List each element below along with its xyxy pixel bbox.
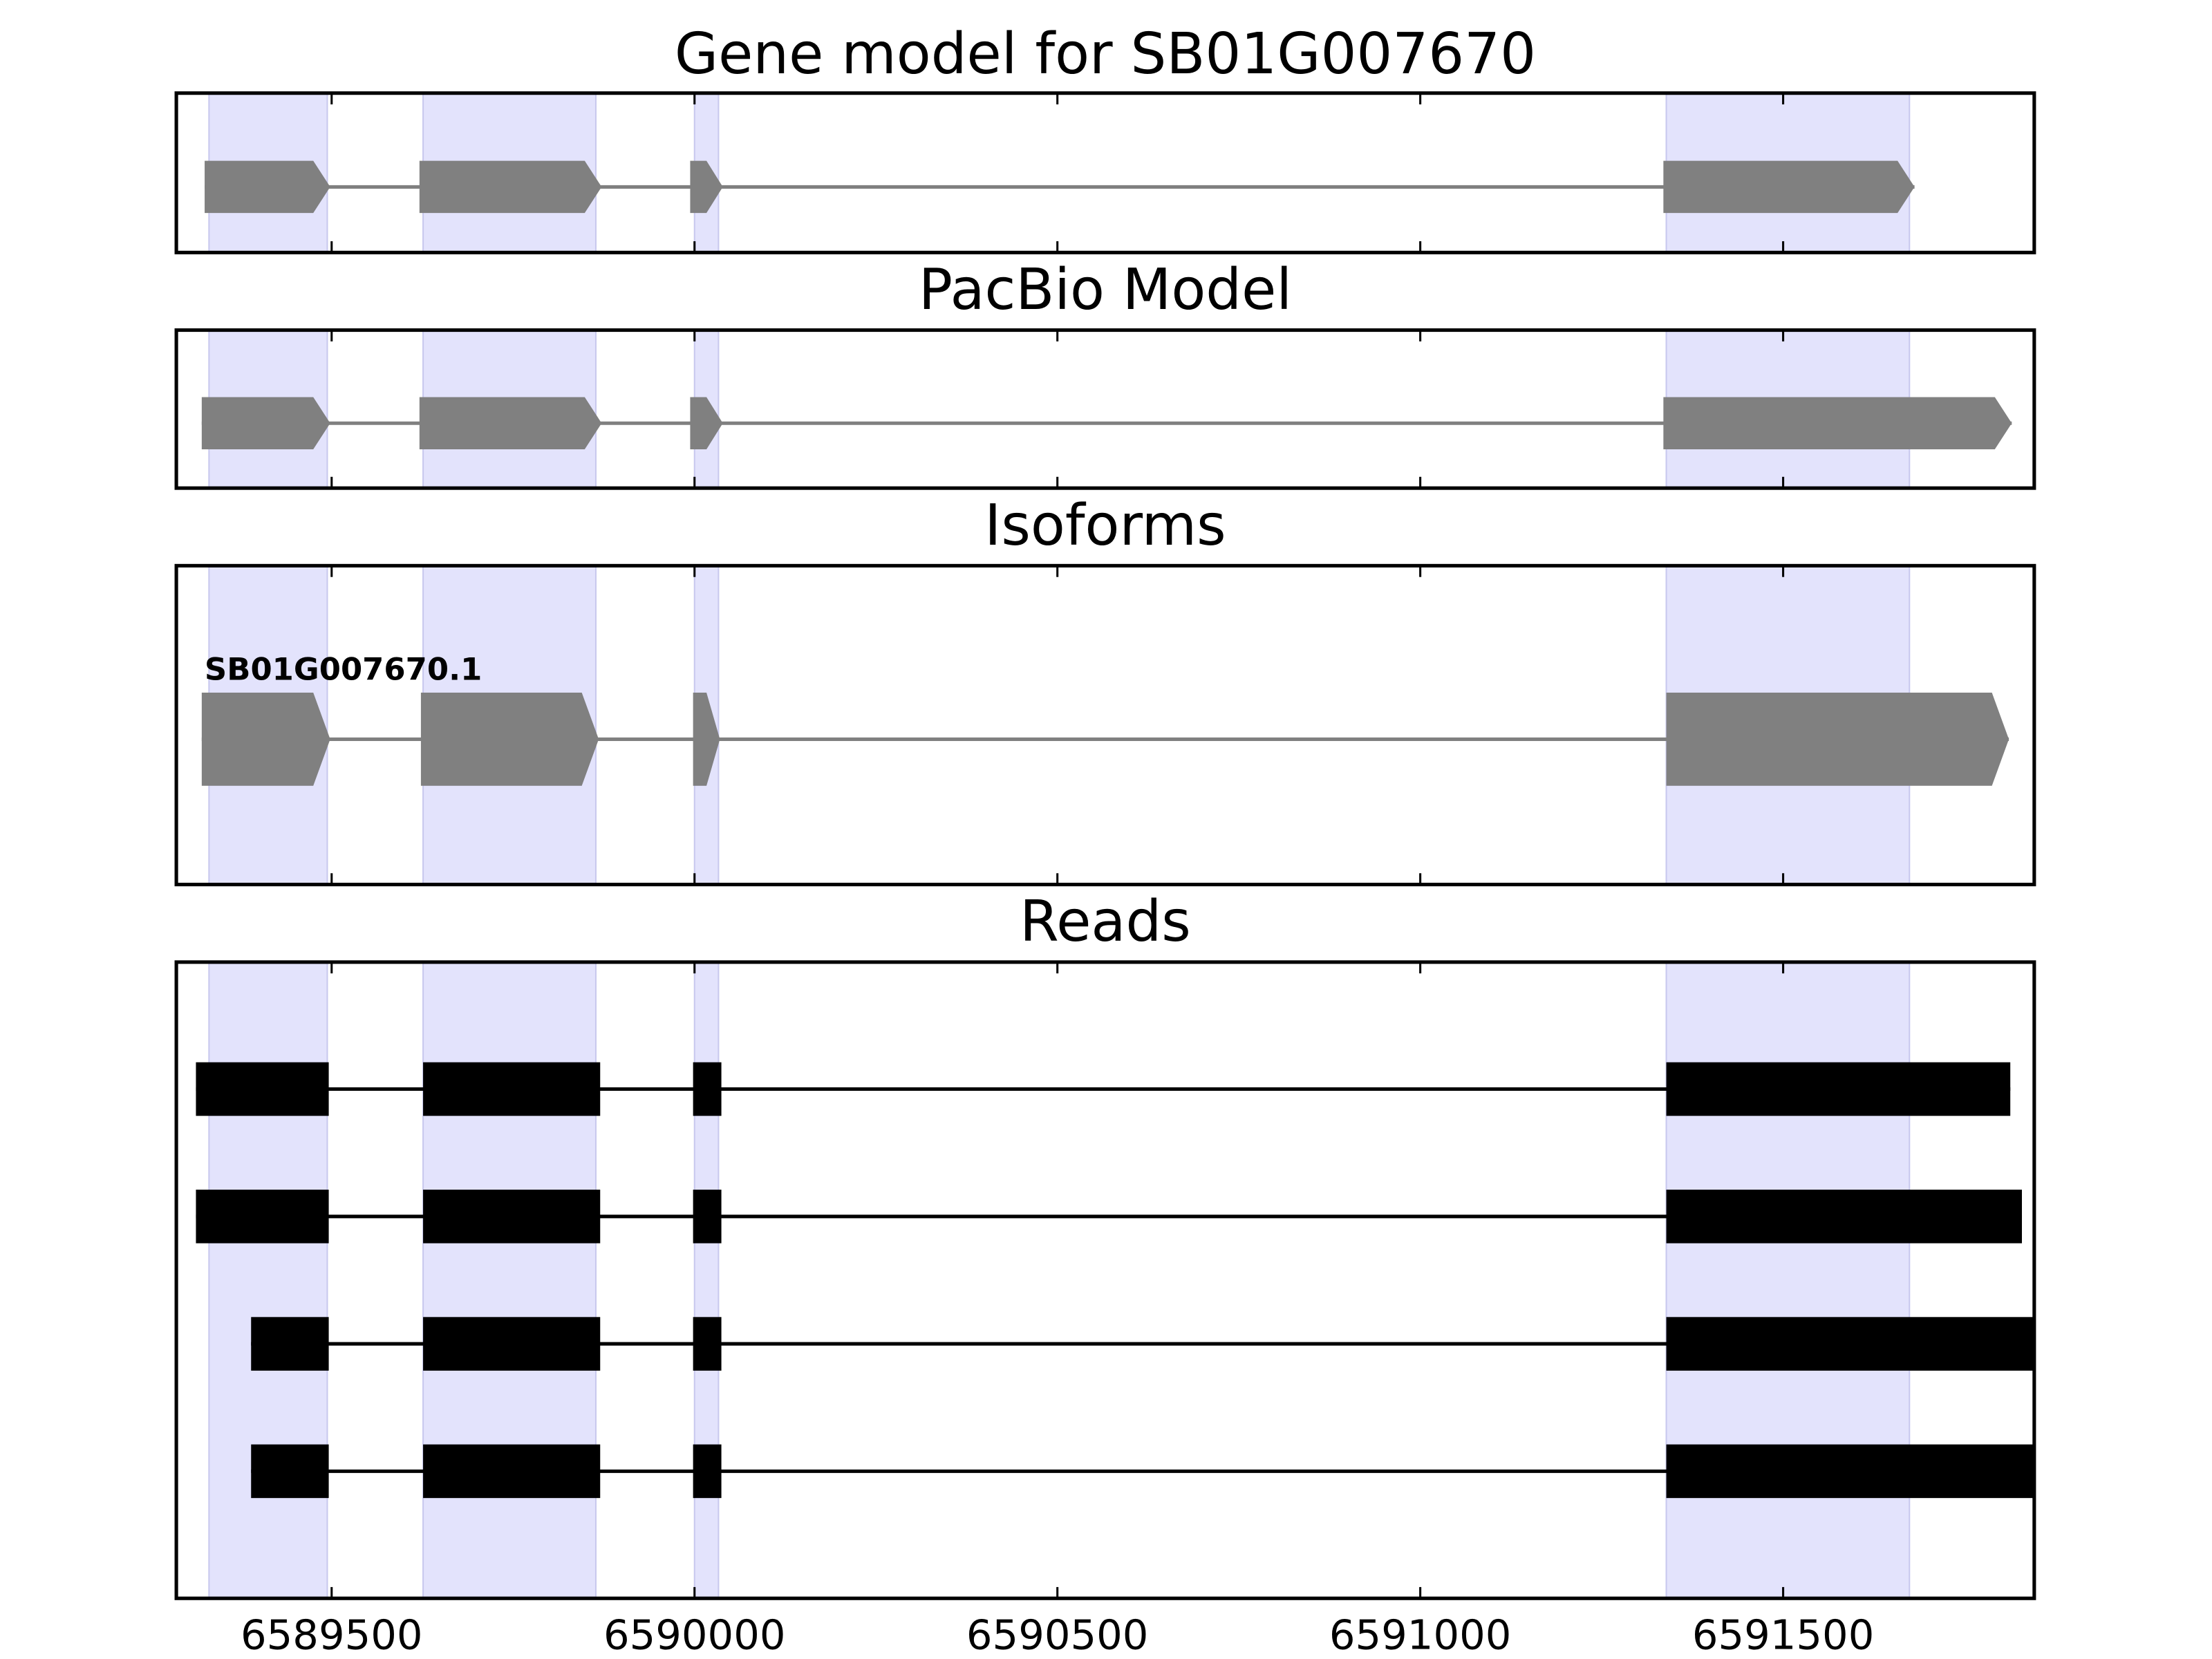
exon-highlight	[422, 962, 597, 1599]
exon	[201, 397, 330, 449]
panel-title: Isoforms	[984, 493, 1226, 559]
read-block	[423, 1317, 601, 1371]
panel-title: Gene model for SB01G007670	[675, 21, 1536, 87]
x-tick-label: 6589500	[241, 1611, 423, 1659]
exon	[1663, 160, 1915, 214]
panel-frame	[174, 328, 2036, 490]
read-block	[1666, 1062, 2011, 1116]
panel-frame	[174, 960, 2036, 1600]
exon	[690, 397, 723, 449]
panel-frame	[174, 563, 2036, 887]
exon	[1666, 693, 2009, 786]
x-tick-label: 6590000	[603, 1611, 786, 1659]
read-block	[196, 1062, 329, 1116]
plot-area	[205, 93, 1915, 253]
exon-highlight	[1665, 962, 1911, 1599]
exon	[420, 693, 599, 786]
read-block	[1666, 1444, 2034, 1499]
plot-area	[196, 962, 2034, 1599]
x-tick-label: 6591000	[1329, 1611, 1512, 1659]
read-block	[1666, 1190, 2023, 1244]
read-block	[251, 1444, 329, 1499]
panel-title: Reads	[1020, 889, 1191, 955]
exon	[419, 397, 602, 449]
read-block	[693, 1190, 722, 1244]
read-block	[423, 1444, 601, 1499]
exon	[1663, 397, 2012, 449]
isoform-label: SB01G007670.1	[205, 651, 482, 688]
exon	[690, 160, 723, 214]
read-block	[423, 1062, 601, 1116]
exon-highlight	[208, 962, 328, 1599]
panel-title: PacBio Model	[919, 257, 1292, 323]
plot-area	[201, 330, 2012, 489]
read-block	[693, 1062, 722, 1116]
panel-frame	[174, 91, 2036, 254]
plot-area	[201, 565, 2009, 885]
x-tick-label: 6591500	[1692, 1611, 1875, 1659]
exon	[419, 160, 602, 214]
exon	[201, 693, 330, 786]
read-block	[423, 1190, 601, 1244]
read-block	[251, 1317, 329, 1371]
exon-highlight	[693, 962, 720, 1599]
read-block	[693, 1444, 722, 1499]
read-block	[196, 1190, 329, 1244]
exon	[205, 160, 330, 214]
read-block	[1666, 1317, 2034, 1371]
x-tick-label: 6590500	[966, 1611, 1149, 1659]
read-block	[693, 1317, 722, 1371]
